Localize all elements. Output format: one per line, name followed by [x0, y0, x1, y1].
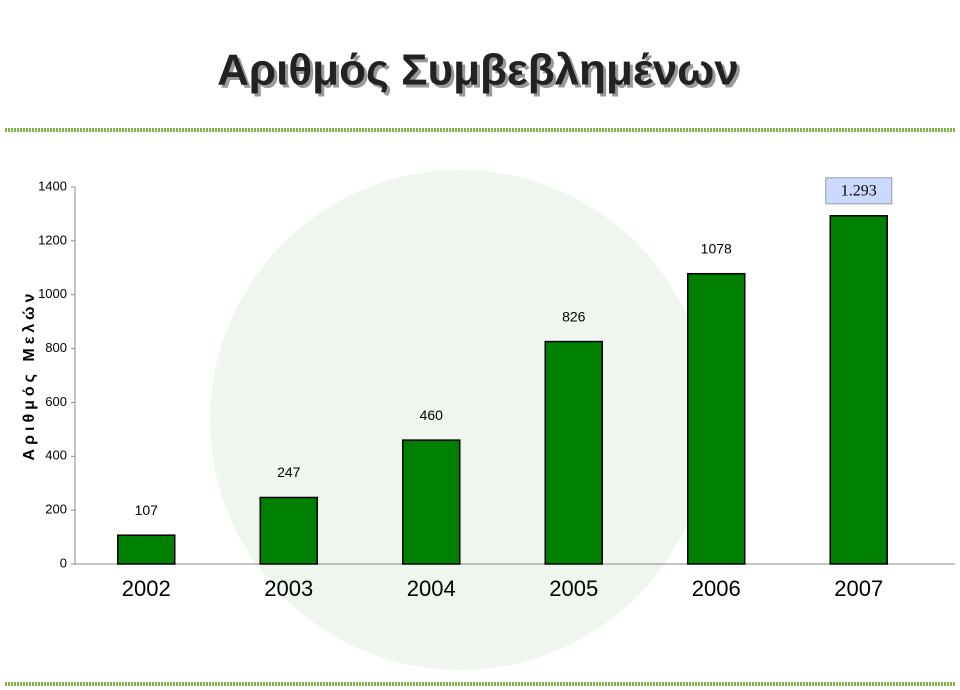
bar: [259, 496, 318, 565]
title-shadow: Αριθμός Συμβεβλημένων: [220, 49, 742, 98]
value-label: 1.293: [841, 182, 877, 199]
x-tick-label: 2003: [264, 576, 313, 601]
chart-title: Αριθμός Συμβεβλημένων: [217, 46, 739, 95]
value-label-box: [825, 177, 893, 205]
y-tick-label: 800: [45, 340, 67, 355]
value-label: 107: [135, 502, 159, 518]
bar: [117, 534, 176, 565]
x-tick-label: 2006: [692, 576, 741, 601]
value-label: 826: [562, 308, 586, 324]
x-tick-label: 2007: [834, 576, 883, 601]
y-axis-label: Αριθμός Μελών: [21, 290, 38, 461]
y-tick-label: 1200: [38, 232, 67, 247]
y-tick-label: 600: [45, 394, 67, 409]
x-tick-label: 2002: [122, 576, 171, 601]
bar: [687, 272, 746, 565]
value-label: 1078: [701, 240, 732, 256]
bar: [402, 439, 461, 565]
x-tick-label: 2004: [407, 576, 456, 601]
x-tick-label: 2005: [549, 576, 598, 601]
bar: [829, 215, 888, 565]
y-tick-label: 1000: [38, 286, 67, 301]
value-label: 247: [277, 464, 301, 480]
value-label: 460: [420, 407, 444, 423]
y-tick-label: 200: [45, 502, 67, 517]
y-tick-label: 1400: [38, 178, 67, 193]
y-tick-label: 0: [60, 555, 67, 570]
y-tick-label: 400: [45, 448, 67, 463]
bar: [544, 340, 603, 565]
